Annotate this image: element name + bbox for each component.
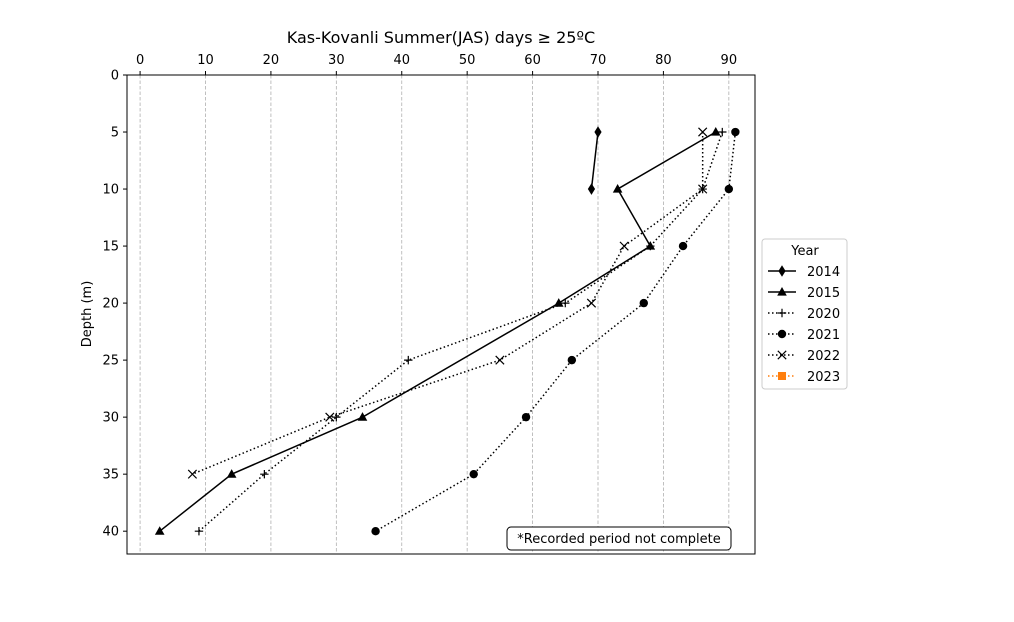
legend-label-2020: 2020 (807, 307, 840, 322)
series-layer (154, 126, 740, 536)
legend-items: 2014 2015 2020 2021 2022 2023 (768, 265, 840, 385)
series-2014 (587, 126, 602, 195)
legend-label-2015: 2015 (807, 286, 840, 301)
data-point-2022 (586, 298, 597, 308)
legend-marker-2020 (777, 308, 787, 318)
data-point-2021 (678, 241, 688, 251)
y-tick-label: 0 (111, 69, 119, 84)
x-tick-label: 70 (590, 53, 607, 68)
data-point-2022 (495, 355, 505, 365)
series-line-2021 (375, 131, 737, 532)
series-line-2014 (590, 131, 599, 190)
x-tick-label: 20 (263, 53, 280, 68)
x-tick-label: 10 (197, 53, 214, 68)
axes-ticks: 0 10 20 30 40 50 60 70 80 90 0 5 10 15 20 25 30 35 40 (102, 53, 737, 540)
data-point-2021 (371, 526, 380, 536)
data-point-2015 (553, 298, 564, 307)
data-point-2015 (612, 184, 623, 193)
data-point-2021 (469, 469, 478, 479)
legend-marker-2022 (777, 350, 787, 360)
x-tick-label: 50 (459, 53, 476, 68)
x-tick-label: 40 (393, 53, 410, 68)
legend-label-2021: 2021 (807, 328, 840, 343)
data-point-2015 (226, 469, 237, 478)
y-tick-label: 40 (102, 525, 119, 540)
y-axis-label: Depth (m) (80, 281, 95, 348)
legend-marker-2014 (778, 265, 786, 277)
data-point-2021 (639, 298, 648, 308)
data-point-2021 (731, 127, 740, 137)
data-point-2014 (587, 183, 596, 195)
data-point-2021 (521, 412, 531, 422)
data-point-2022 (325, 412, 335, 422)
legend-frame (761, 238, 848, 390)
series-2020 (194, 127, 727, 536)
data-point-2020 (646, 241, 655, 251)
annotation-frame (506, 526, 732, 551)
data-point-2022 (698, 127, 708, 137)
series-2015 (154, 127, 721, 535)
legend: Year 2014 2015 2020 2021 2022 2023 (761, 238, 848, 390)
legend-marker-2023 (778, 372, 786, 380)
legend-label-2023: 2023 (807, 370, 840, 385)
data-point-2021 (567, 355, 577, 365)
x-tick-label: 90 (721, 53, 738, 68)
legend-marker-2015 (777, 287, 787, 296)
data-point-2020 (718, 127, 727, 137)
y-tick-label: 35 (102, 468, 119, 483)
x-tick-label: 0 (136, 53, 144, 68)
series-2022 (187, 127, 708, 479)
data-point-2015 (154, 526, 165, 535)
data-point-2020 (404, 355, 413, 365)
legend-title: Year (790, 244, 819, 259)
data-point-2020 (260, 469, 269, 479)
chart-title: Kas-Kovanli Summer(JAS) days ≥ 25ºC (287, 28, 595, 47)
data-point-2020 (332, 412, 341, 422)
y-tick-label: 15 (102, 240, 119, 255)
x-tick-label: 80 (655, 53, 672, 68)
y-tick-label: 20 (102, 297, 119, 312)
data-point-2015 (710, 127, 721, 136)
data-point-2022 (698, 184, 708, 194)
annotation-box: *Recorded period not complete (506, 526, 732, 551)
data-point-2022 (619, 241, 629, 251)
y-tick-label: 30 (102, 411, 119, 426)
legend-label-2014: 2014 (807, 265, 840, 280)
y-tick-label: 10 (102, 183, 119, 198)
series-2021 (371, 127, 740, 536)
data-point-2022 (187, 469, 198, 479)
data-point-2014 (594, 126, 602, 138)
grid-lines (139, 75, 730, 554)
data-point-2021 (724, 184, 734, 194)
legend-marker-2021 (777, 329, 787, 339)
data-point-2015 (357, 412, 368, 421)
series-line-2020 (198, 131, 724, 532)
data-point-2020 (194, 526, 204, 536)
data-point-2020 (561, 298, 570, 308)
legend-label-2022: 2022 (807, 349, 840, 364)
annotation-text: *Recorded period not complete (517, 532, 721, 547)
x-tick-label: 60 (524, 53, 541, 68)
y-tick-label: 5 (111, 126, 119, 141)
y-tick-label: 25 (102, 354, 119, 369)
series-line-2015 (159, 131, 717, 532)
x-tick-label: 30 (328, 53, 345, 68)
plot-frame (126, 74, 756, 555)
